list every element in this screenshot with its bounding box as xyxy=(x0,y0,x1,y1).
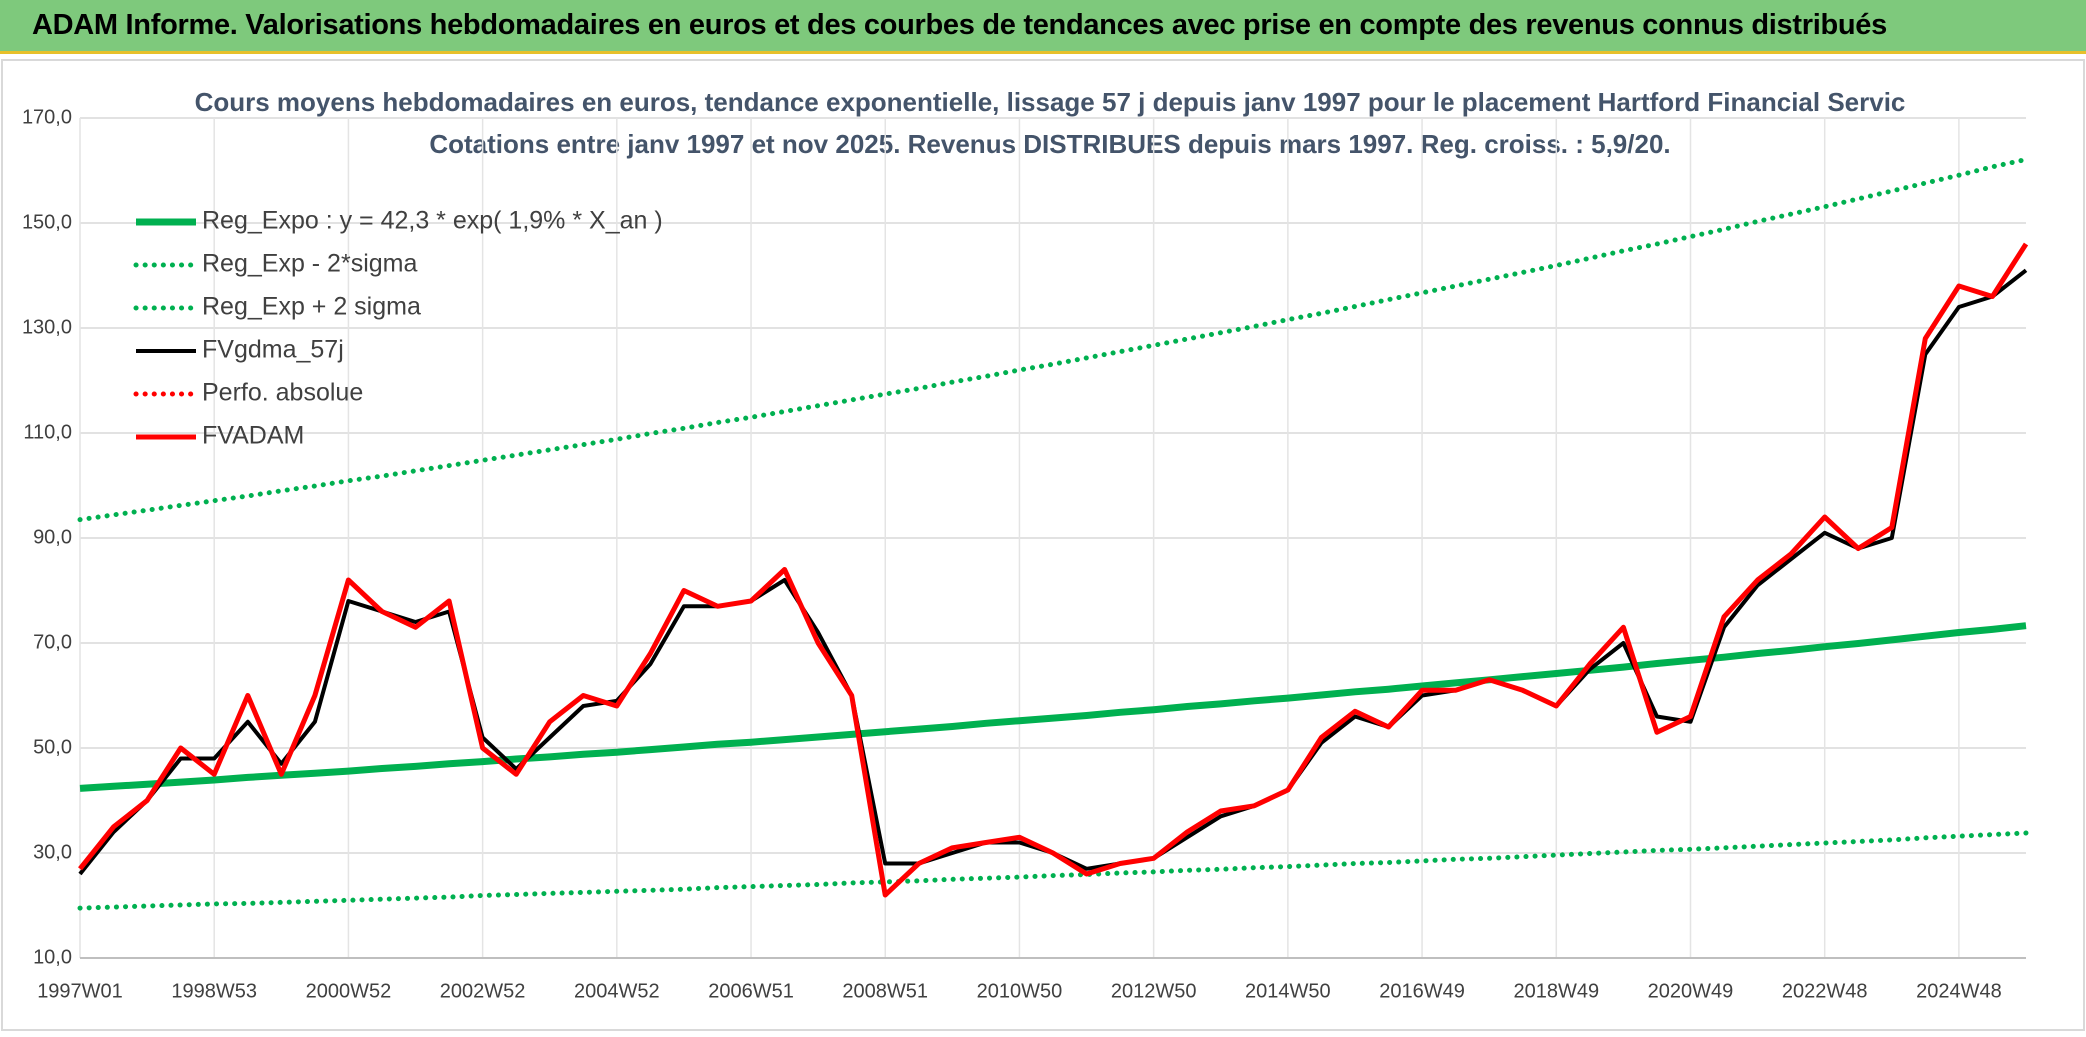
legend-label: Reg_Exp - 2*sigma xyxy=(202,250,417,278)
header-title: ADAM Informe. Valorisations hebdomadaire… xyxy=(32,9,1887,41)
x-tick-label: 2016W49 xyxy=(1379,980,1465,1002)
x-tick-label: 2022W48 xyxy=(1782,980,1868,1002)
x-tick-label: 2010W50 xyxy=(977,980,1063,1002)
chart: Cours moyens hebdomadaires en euros, ten… xyxy=(1,59,2085,1031)
x-tick-label: 2006W51 xyxy=(708,980,794,1002)
y-tick-label: 70,0 xyxy=(33,631,72,653)
series-line xyxy=(79,622,2027,792)
legend-label: Reg_Expo : y = 42,3 * exp( 1,9% * X_an ) xyxy=(202,207,663,235)
y-tick-label: 110,0 xyxy=(23,421,72,443)
legend-label: Perfo. absolue xyxy=(202,379,363,407)
x-tick-label: 2014W50 xyxy=(1245,980,1331,1002)
x-tick-label: 1998W53 xyxy=(171,980,257,1002)
y-tick-label: 130,0 xyxy=(22,316,72,338)
y-tick-label: 10,0 xyxy=(33,946,72,968)
chart-title: Cours moyens hebdomadaires en euros, ten… xyxy=(195,87,1906,117)
y-tick-label: 90,0 xyxy=(33,526,72,548)
series-line xyxy=(78,242,2029,898)
x-tick-label: 2000W52 xyxy=(306,980,392,1002)
legend-label: FVADAM xyxy=(202,422,304,450)
legend-label: Reg_Exp + 2 sigma xyxy=(202,293,421,321)
y-tick-label: 30,0 xyxy=(33,841,72,863)
x-tick-label: 2018W49 xyxy=(1513,980,1599,1002)
y-tick-label: 50,0 xyxy=(33,736,72,758)
y-tick-label: 150,0 xyxy=(22,211,72,233)
chart-subtitle: Cotations entre janv 1997 et nov 2025. R… xyxy=(429,129,1670,159)
legend-label: FVgdma_57j xyxy=(202,336,344,364)
chart-frame xyxy=(1,59,2085,1031)
header: ADAM Informe. Valorisations hebdomadaire… xyxy=(0,0,2086,54)
x-tick-label: 2024W48 xyxy=(1916,980,2002,1002)
x-tick-label: 2012W50 xyxy=(1111,980,1197,1002)
x-tick-label: 2008W51 xyxy=(842,980,928,1002)
x-tick-label: 2004W52 xyxy=(574,980,660,1002)
series-line xyxy=(77,157,2029,523)
series-line xyxy=(77,830,2029,911)
x-tick-label: 2002W52 xyxy=(440,980,526,1002)
x-tick-label: 2020W49 xyxy=(1648,980,1734,1002)
x-tick-label: 1997W01 xyxy=(37,980,123,1002)
y-tick-label: 170,0 xyxy=(22,106,72,128)
